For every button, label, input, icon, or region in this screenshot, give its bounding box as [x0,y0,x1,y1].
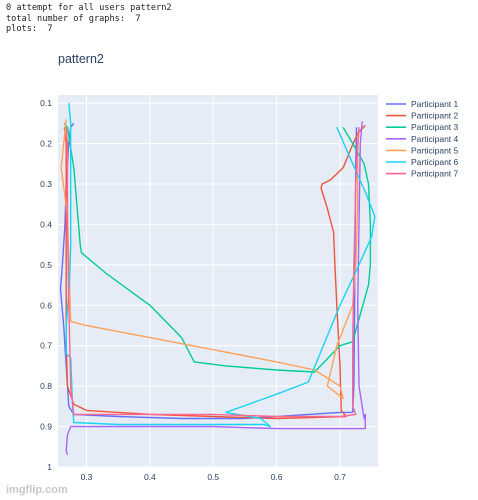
y-tick-label: 0.9 [40,422,52,432]
legend-label[interactable]: Participant 6 [411,157,459,167]
y-tick-label: 0.6 [40,300,52,310]
x-tick-label: 0.4 [144,472,156,482]
x-tick-label: 0.3 [81,472,93,482]
series-line-7[interactable] [65,127,360,418]
y-tick-label: 0.1 [40,98,52,108]
console-line: total number of graphs: 7 [6,13,141,24]
series-line-3[interactable] [63,122,372,373]
chart-title: pattern2 [58,52,104,66]
watermark: imgflip.com [6,484,68,496]
y-tick-label: 0.7 [40,341,52,351]
x-tick-label: 0.6 [271,472,283,482]
y-tick-label: 0.4 [40,219,52,229]
series-group [59,103,376,456]
console-line: plots: 7 [6,24,53,35]
console-line: 0 attempt for all users pattern2 [6,3,172,13]
legend-label[interactable]: Participant 5 [411,145,459,155]
y-tick-label: 0.3 [40,179,52,189]
series-line-4[interactable] [65,121,366,456]
y-tick-label: 1 [47,462,52,472]
series-line-2[interactable] [63,124,366,420]
x-tick-label: 0.7 [334,472,346,482]
legend-label[interactable]: Participant 2 [411,111,459,121]
x-axis: 0.3 0.4 0.5 0.6 0.7 [81,472,347,482]
plot-area [58,95,378,467]
grid [58,95,378,468]
y-tick-label: 0.8 [40,381,52,391]
legend-label[interactable]: Participant 1 [411,99,459,109]
y-tick-label: 0.2 [40,139,52,149]
legend-label[interactable]: Participant 4 [411,134,459,144]
y-axis: 0.1 0.2 0.3 0.4 0.5 0.6 0.7 0.8 0.9 1 [40,98,52,472]
legend-label[interactable]: Participant 3 [411,122,459,132]
console-output: 0 attempt for all users pattern2 total nu… [6,3,172,35]
legend-label[interactable]: Participant 7 [411,169,459,179]
x-tick-label: 0.5 [207,472,219,482]
y-tick-label: 0.5 [40,260,52,270]
